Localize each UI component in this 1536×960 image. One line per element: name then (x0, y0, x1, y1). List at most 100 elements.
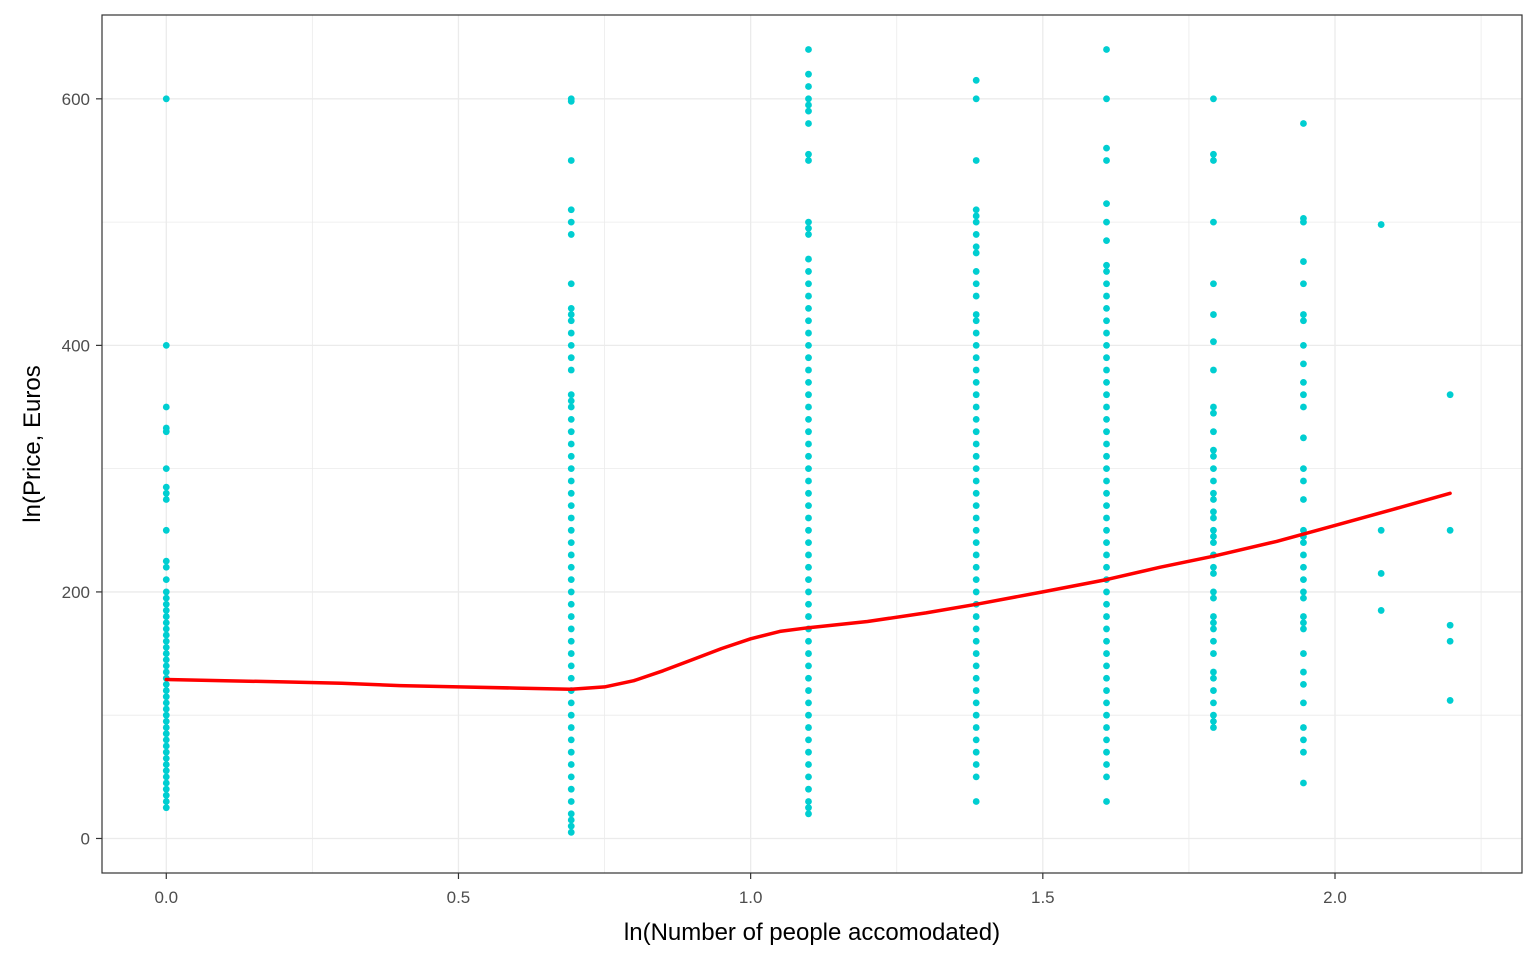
scatter-point (1103, 551, 1110, 559)
scatter-point (567, 699, 575, 707)
scatter-point (972, 798, 980, 805)
scatter-point (1210, 526, 1217, 534)
scatter-point (567, 576, 575, 584)
scatter-point (162, 785, 170, 793)
scatter-point (805, 366, 812, 374)
scatter-point (1103, 637, 1110, 645)
scatter-point (805, 255, 812, 263)
scatter-point (162, 730, 170, 738)
scatter-point (1103, 403, 1110, 411)
scatter-point (1446, 526, 1454, 534)
scatter-point (567, 317, 575, 325)
scatter-point (567, 514, 575, 522)
scatter-point (972, 551, 980, 559)
scatter-point (1300, 391, 1307, 399)
scatter-point (162, 705, 170, 713)
scatter-point (162, 773, 170, 781)
scatter-point (805, 761, 812, 768)
scatter-point (1210, 409, 1217, 417)
scatter-point (805, 502, 812, 510)
scatter-point (1300, 699, 1307, 707)
scatter-point (1103, 292, 1110, 300)
scatter-point (1377, 221, 1385, 228)
scatter-point (972, 662, 980, 670)
scatter-point (1210, 280, 1217, 288)
scatter-point (1103, 588, 1110, 596)
y-tick-label: 600 (62, 90, 90, 109)
scatter-point (567, 218, 575, 226)
scatter-point (1103, 304, 1110, 312)
scatter-point (162, 341, 170, 349)
scatter-point (1103, 687, 1110, 694)
scatter-point (1210, 570, 1217, 577)
scatter-point (805, 70, 812, 78)
scatter-point (567, 773, 575, 781)
scatter-point (162, 791, 170, 799)
scatter-point (1103, 736, 1110, 744)
scatter-point (162, 711, 170, 719)
scatter-point (1300, 317, 1307, 325)
scatter-point (805, 810, 812, 818)
x-axis-title: ln(Number of people accomodated) (624, 919, 1000, 946)
scatter-point (567, 157, 575, 164)
scatter-point (162, 644, 170, 651)
scatter-point (567, 650, 575, 657)
scatter-point (972, 613, 980, 620)
scatter-point (1103, 761, 1110, 768)
scatter-point (1103, 378, 1110, 386)
scatter-point (1210, 338, 1217, 346)
scatter-point (162, 631, 170, 639)
scatter-point (1377, 526, 1385, 534)
scatter-point (1210, 428, 1217, 436)
scatter-point (1377, 570, 1385, 577)
y-axis-title: ln(Price, Euros (19, 365, 46, 522)
scatter-point (972, 477, 980, 485)
scatter-point (972, 650, 980, 657)
scatter-point (1103, 391, 1110, 399)
scatter-point (972, 157, 980, 164)
scatter-point (1103, 674, 1110, 682)
scatter-point (567, 711, 575, 719)
scatter-point (972, 280, 980, 288)
scatter-point (972, 563, 980, 571)
scatter-point (1300, 280, 1307, 288)
scatter-point (805, 317, 812, 325)
scatter-point (805, 415, 812, 423)
scatter-point (805, 428, 812, 436)
scatter-point (805, 711, 812, 719)
scatter-point (1300, 360, 1307, 368)
scatter-point (805, 150, 812, 158)
scatter-point (1300, 736, 1307, 744)
y-tick-label: 200 (62, 583, 90, 602)
scatter-point (162, 717, 170, 725)
scatter-point (805, 465, 812, 473)
scatter-point (567, 489, 575, 497)
scatter-point (567, 662, 575, 670)
scatter-point (1103, 699, 1110, 707)
scatter-point (1210, 157, 1217, 164)
scatter-point (1103, 465, 1110, 473)
y-tick-label: 0 (81, 829, 90, 848)
scatter-point (1103, 341, 1110, 349)
scatter-point (972, 699, 980, 707)
scatter-point (567, 526, 575, 534)
scatter-point (162, 662, 170, 670)
scatter-point (972, 637, 980, 645)
scatter-point (1103, 317, 1110, 325)
scatter-point (567, 465, 575, 473)
scatter-point (1300, 258, 1307, 265)
scatter-point (972, 231, 980, 238)
scatter-point (1210, 619, 1217, 627)
scatter-point (567, 329, 575, 337)
scatter-point (972, 502, 980, 510)
scatter-point (972, 687, 980, 694)
scatter-point (972, 249, 980, 257)
scatter-point (1103, 600, 1110, 608)
scatter-point (1446, 697, 1454, 704)
scatter-point (567, 724, 575, 731)
scatter-point (1300, 680, 1307, 688)
scatter-point (1300, 779, 1307, 787)
scatter-point (805, 613, 812, 620)
scatter-point (1210, 699, 1217, 707)
scatter-point (567, 613, 575, 620)
